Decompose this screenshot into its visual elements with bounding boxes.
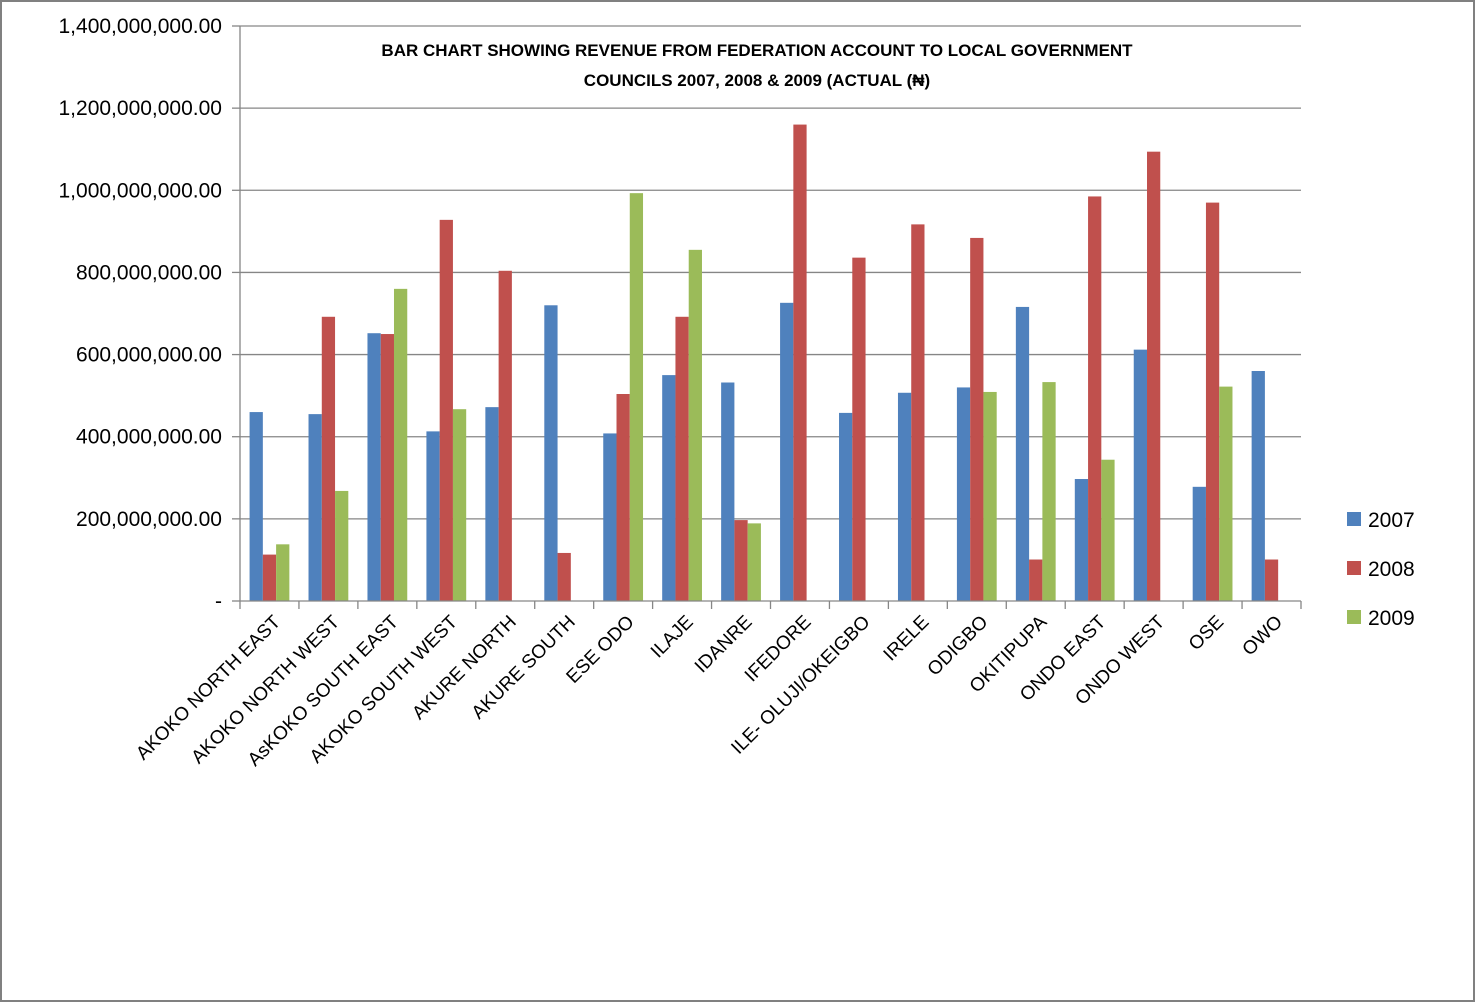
bar-2008	[1088, 196, 1102, 602]
bar-2009	[688, 249, 702, 601]
legend-swatch-2007	[1347, 512, 1361, 526]
bar-2009	[452, 409, 467, 601]
x-category-label: ILAJE	[647, 612, 698, 663]
bar-2007	[721, 382, 735, 601]
bar-2009	[1042, 382, 1056, 601]
bar-2007	[780, 302, 794, 601]
bar-2007	[1192, 486, 1206, 601]
bar-2009	[1219, 386, 1233, 601]
legend-label-2007: 2007	[1368, 509, 1415, 532]
bar-2009	[629, 193, 644, 602]
bar-2008	[1147, 151, 1161, 601]
y-tick-label: 600,000,000.00	[76, 344, 222, 367]
x-category-label: OSE	[1185, 612, 1228, 655]
bar-2009	[335, 490, 349, 601]
bar-2008	[616, 394, 630, 601]
y-axis-tick-labels: - 200,000,000.00 400,000,000.00 600,000,000…	[59, 15, 223, 613]
x-category-label: OWO	[1239, 612, 1287, 660]
y-tick-label: 400,000,000.00	[76, 426, 222, 449]
bar-2008	[321, 316, 336, 601]
y-tick-label: 200,000,000.00	[76, 508, 222, 531]
bar-2008	[439, 219, 453, 601]
legend-label-2009: 2009	[1368, 607, 1415, 630]
bar-2007	[603, 433, 617, 601]
bars	[249, 124, 1279, 602]
bar-2009	[747, 523, 761, 601]
legend-label-2008: 2008	[1368, 558, 1415, 581]
legend-swatch-2008	[1347, 561, 1361, 575]
bar-2007	[839, 412, 853, 601]
bar-2009	[276, 544, 290, 601]
bar-2008	[675, 316, 689, 601]
y-tick-label: 1,400,000,000.00	[59, 15, 223, 38]
bar-2008	[793, 124, 807, 602]
bar-2008	[1264, 559, 1279, 601]
bar-2008	[380, 334, 394, 601]
x-category-label: AKURE SOUTH	[468, 612, 580, 724]
bar-2009	[1101, 459, 1115, 601]
chart-title-line-1: BAR CHART SHOWING REVENUE FROM FEDERATIO…	[381, 41, 1133, 60]
bar-2007	[426, 431, 440, 601]
gridlines	[240, 25, 1301, 520]
bar-2008	[1029, 559, 1043, 601]
legend: 2007 2008 2009	[1347, 509, 1415, 630]
bar-2008	[1205, 202, 1220, 601]
bar-2007	[249, 412, 263, 601]
legend-swatch-2009	[1347, 610, 1361, 624]
bar-2007	[544, 305, 558, 601]
y-tick-label: 1,200,000,000.00	[59, 97, 223, 120]
bar-2007	[367, 333, 381, 601]
y-tick-label: 800,000,000.00	[76, 261, 222, 284]
bar-2009	[393, 288, 408, 601]
bar-2007	[662, 375, 676, 601]
bar-2007	[1074, 479, 1089, 601]
bar-2007	[1251, 371, 1265, 601]
chart-title-line-2: COUNCILS 2007, 2008 & 2009 (ACTUAL (₦)	[584, 71, 930, 90]
bar-2007	[1015, 306, 1030, 601]
x-category-label: IRELE	[880, 612, 934, 666]
y-tick-label: -	[215, 590, 222, 613]
bar-2007	[485, 407, 499, 601]
bar-2007	[308, 414, 322, 601]
bar-2008	[734, 520, 748, 601]
bar-2007	[1133, 349, 1148, 601]
bar-2008	[557, 552, 571, 601]
bar-2008	[852, 257, 866, 601]
bar-2008	[970, 237, 984, 601]
y-tick-label: 1,000,000,000.00	[59, 179, 223, 202]
bar-2007	[956, 387, 971, 601]
bar-2008	[262, 554, 277, 601]
x-category-label: AKURE NORTH	[408, 612, 520, 724]
bar-2009	[983, 391, 997, 601]
bar-2007	[897, 392, 912, 601]
bar-2008	[911, 224, 925, 601]
chart-title: BAR CHART SHOWING REVENUE FROM FEDERATIO…	[381, 41, 1133, 90]
bar-2008	[498, 270, 512, 601]
axes	[232, 25, 1302, 609]
